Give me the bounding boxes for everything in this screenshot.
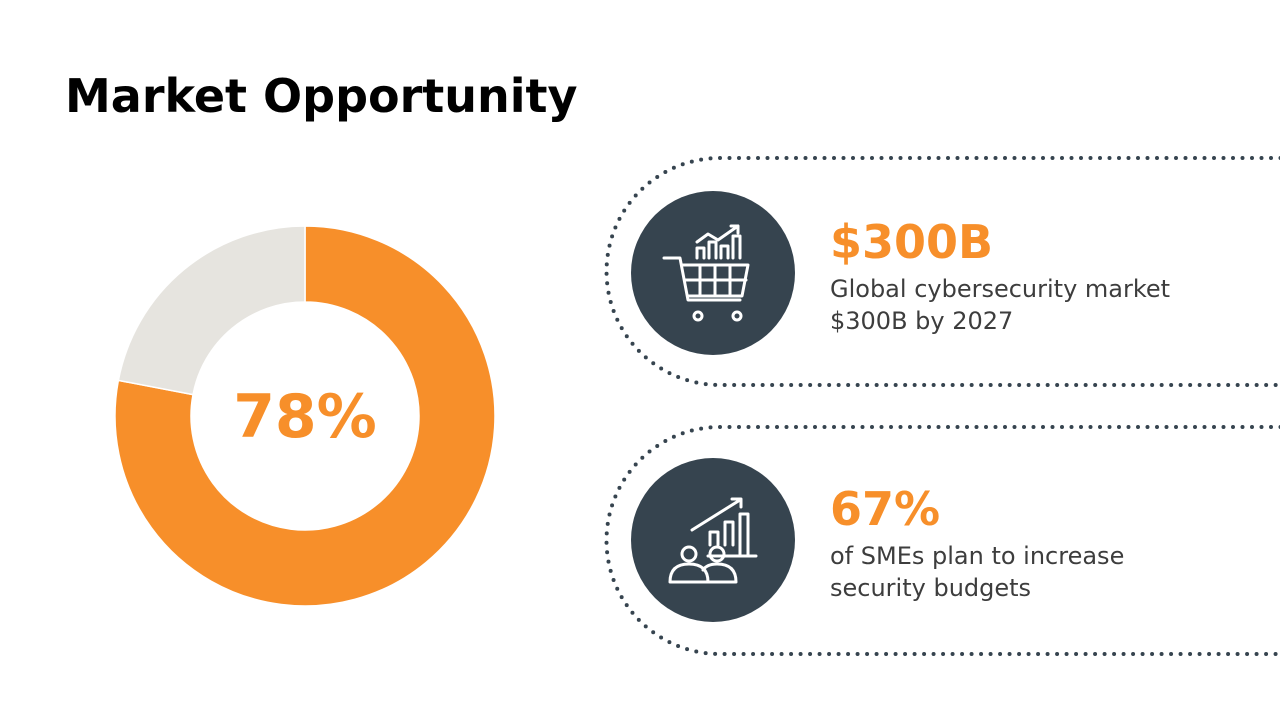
center-label: 78% xyxy=(233,382,377,452)
icon-circle xyxy=(631,191,795,355)
stat-text: Global cybersecurity market xyxy=(830,275,1170,303)
stat-text: of SMEs plan to increase xyxy=(830,542,1124,570)
stat-text: security budgets xyxy=(830,574,1031,602)
stat-value: $300B xyxy=(830,215,993,269)
people-growth-icon xyxy=(668,497,758,584)
cart-icon xyxy=(662,224,750,322)
stat-text: $300B by 2027 xyxy=(830,307,1013,335)
stat-value: 67% xyxy=(830,482,940,536)
donut-segment xyxy=(114,225,496,607)
icon-circle xyxy=(631,458,795,622)
card-border xyxy=(604,425,1280,656)
slide-title: Market Opportunity xyxy=(65,69,578,123)
donut-chart xyxy=(114,225,496,607)
card-border xyxy=(604,156,1280,387)
donut-segment xyxy=(117,225,306,396)
